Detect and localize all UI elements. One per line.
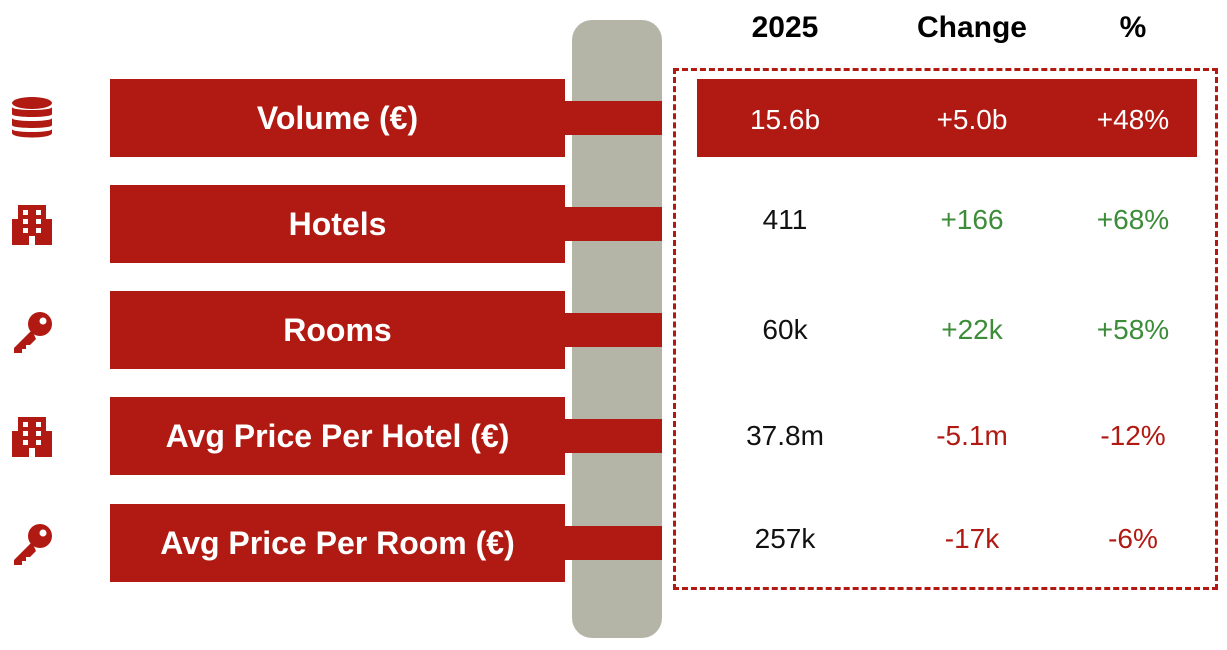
key-icon: [14, 524, 52, 565]
change-rooms: +22k: [941, 314, 1003, 345]
change-hotels: +166: [940, 204, 1004, 235]
values-frame: [673, 68, 1218, 590]
connector-rooms: [565, 313, 662, 347]
row-label-avg-price-hotel: Avg Price Per Hotel (€): [110, 397, 565, 475]
pct-rooms: +58%: [1096, 314, 1170, 345]
building-icon: [12, 417, 52, 457]
database-icon: [12, 97, 52, 138]
value-volume: 15.6b: [749, 104, 821, 135]
row-label-hotels: Hotels: [110, 185, 565, 263]
highlight-bar: [697, 79, 1197, 157]
connector-avg-price-room: [565, 526, 662, 560]
row-label-rooms: Rooms: [110, 291, 565, 369]
connector-volume: [565, 101, 662, 135]
row-label-avg-price-room: Avg Price Per Room (€): [110, 504, 565, 582]
pct-avg-price-room: -6%: [1108, 523, 1158, 554]
key-icon: [14, 312, 52, 353]
pct-avg-price-hotel: -12%: [1100, 420, 1166, 451]
change-avg-price-room: -17k: [944, 523, 1000, 554]
header-change: Change: [916, 11, 1027, 44]
connector-hotels: [565, 207, 662, 241]
change-volume: +5.0b: [936, 104, 1008, 135]
value-rooms: 60k: [762, 314, 808, 345]
pct-volume: +48%: [1096, 104, 1170, 135]
change-avg-price-hotel: -5.1m: [936, 420, 1008, 451]
header-percent: %: [1119, 11, 1147, 44]
value-avg-price-hotel: 37.8m: [746, 420, 824, 451]
header-year: 2025: [751, 11, 819, 44]
connector-avg-price-hotel: [565, 419, 662, 453]
value-avg-price-room: 257k: [754, 523, 816, 554]
row-label-volume: Volume (€): [110, 79, 565, 157]
value-hotels: 411: [762, 204, 808, 235]
pct-hotels: +68%: [1096, 204, 1170, 235]
building-icon: [12, 205, 52, 245]
